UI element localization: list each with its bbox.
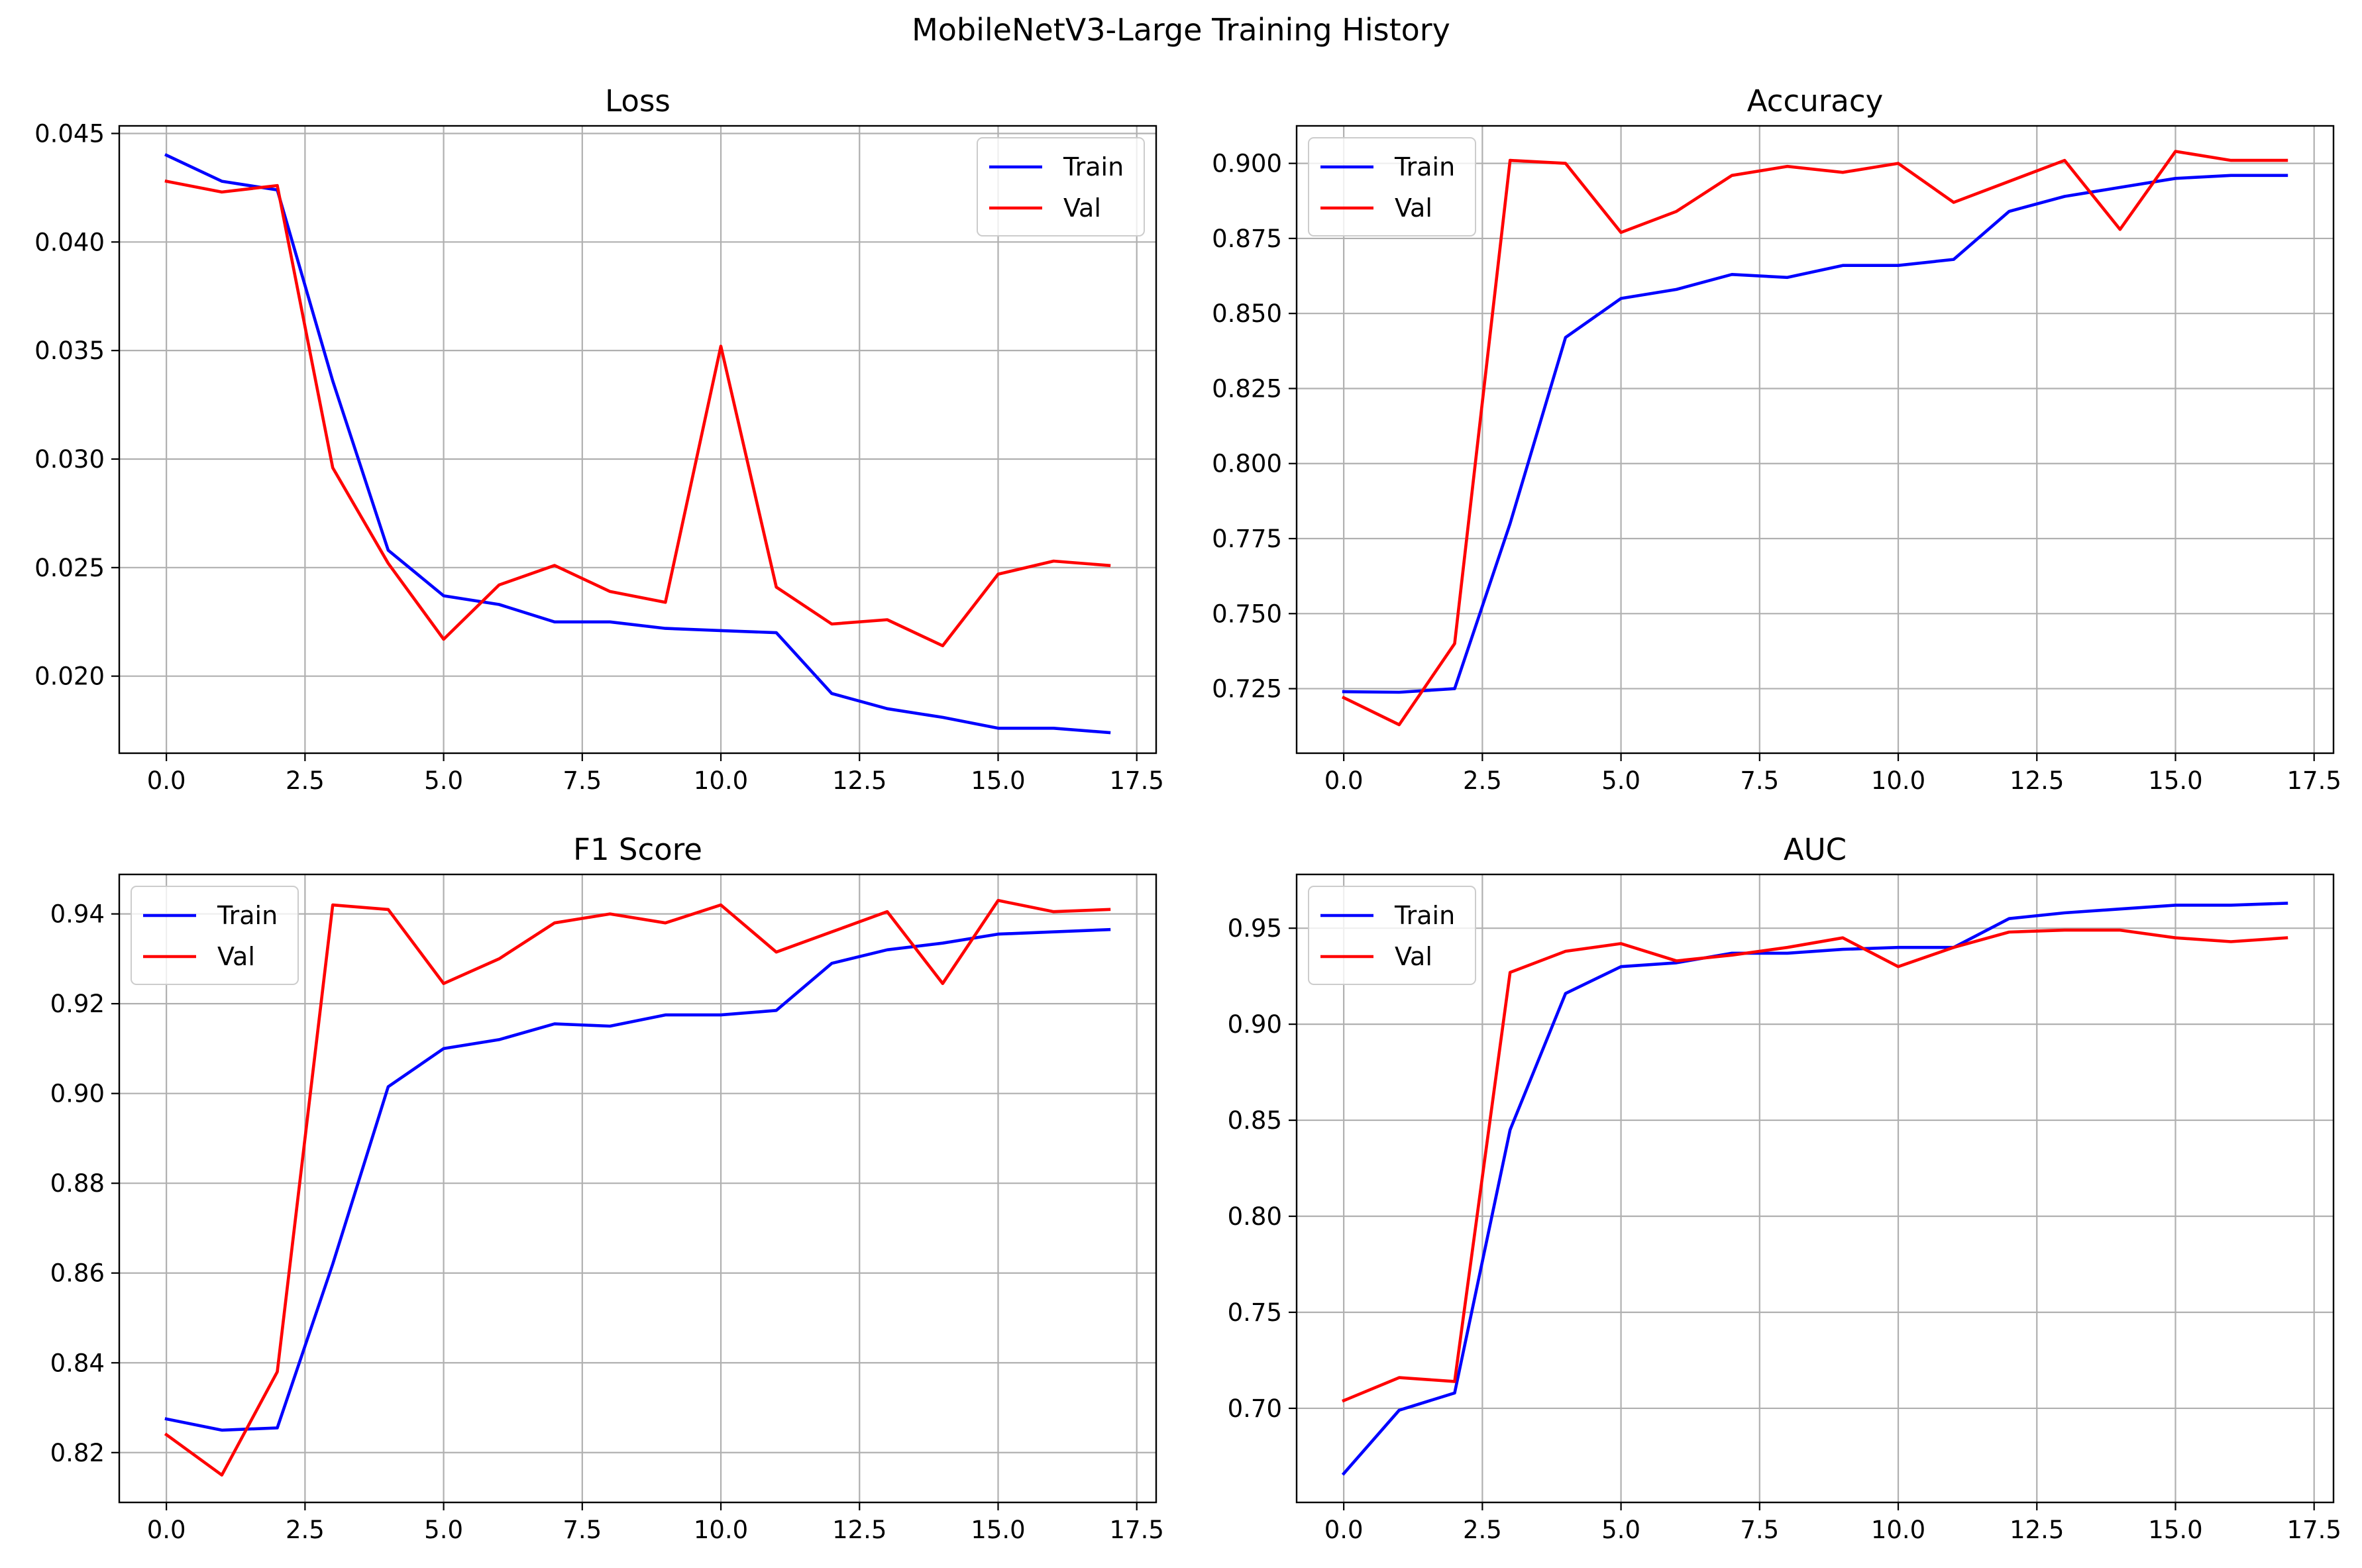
panel-4-title: AUC <box>1784 832 1847 867</box>
panel-4-x-tick-label: 5.0 <box>1601 1516 1640 1544</box>
panel-3-x-tick-label: 7.5 <box>563 1516 602 1544</box>
panel-4-legend-train-label: Train <box>1394 901 1455 930</box>
panel-4-series-val-line <box>1342 928 2288 1403</box>
panel-4-x-tick-label: 7.5 <box>1740 1516 1779 1544</box>
panel-3-x-tick-label: 5.0 <box>424 1516 463 1544</box>
panel-1-y-tick-label: 0.020 <box>34 662 105 691</box>
panel-2-legend <box>1308 137 1476 236</box>
panel-3-series-val-line <box>164 899 1111 1477</box>
panel-3-y-tick-label: 0.94 <box>50 900 105 929</box>
panel-1-legend-train-label: Train <box>1063 152 1124 182</box>
panel-1-x-tick-label: 2.5 <box>286 766 325 795</box>
panel-3-y-tick-label: 0.84 <box>50 1349 105 1377</box>
panel-1-title: Loss <box>605 83 671 119</box>
panel-1-x-tick-label: 7.5 <box>563 766 602 795</box>
panel-2-series-val-line <box>1342 150 2288 727</box>
panel-3-series-train-line <box>164 927 1111 1432</box>
panel-3-y-tick-label: 0.86 <box>50 1259 105 1288</box>
panel-3-y-tick-label: 0.90 <box>50 1080 105 1108</box>
panel-4-series-train-line <box>1341 902 2288 1476</box>
panel-4-x-tick-label: 12.5 <box>2010 1516 2064 1544</box>
panel-1-series-train-line <box>164 153 1111 735</box>
panel-3-x-tick-label: 2.5 <box>286 1516 325 1544</box>
panel-2-x-tick-label: 5.0 <box>1601 766 1640 795</box>
panel-2-x-tick-label: 10.0 <box>1871 766 1925 795</box>
panel-4-legend-val-label: Val <box>1395 942 1432 971</box>
panel-1-axes-frame <box>118 125 1157 755</box>
panel-3-axes-frame <box>118 873 1157 1504</box>
panel-2-y-tick-label: 0.725 <box>1212 675 1282 704</box>
panel-2-x-tick-label: 7.5 <box>1740 766 1779 795</box>
panel-1-x-tick-label: 5.0 <box>424 766 463 795</box>
panel-4-y-tick-label: 0.95 <box>1228 914 1282 943</box>
panel-2-x-tick-label: 0.0 <box>1324 766 1364 795</box>
panel-2-y-tick-label: 0.900 <box>1212 150 1282 178</box>
panel-3-x-tick-label: 12.5 <box>832 1516 886 1544</box>
panel-2-x-tick-label: 15.0 <box>2148 766 2202 795</box>
panel-3-y-tick-label: 0.92 <box>50 990 105 1018</box>
panel-2-x-tick-label: 17.5 <box>2287 766 2341 795</box>
panel-1-x-tick-label: 10.0 <box>694 766 748 795</box>
panel-2-x-tick-label: 2.5 <box>1463 766 1502 795</box>
panel-3-y-tick-label: 0.82 <box>50 1439 105 1467</box>
panel-2-axes-frame <box>1295 125 2335 755</box>
panel-3-x-tick-label: 0.0 <box>147 1516 186 1544</box>
panel-3-title: F1 Score <box>573 832 702 867</box>
panel-4-x-tick-label: 0.0 <box>1324 1516 1364 1544</box>
figure-title: MobileNetV3-Large Training History <box>912 12 1450 48</box>
panel-4-x-tick-label: 2.5 <box>1463 1516 1502 1544</box>
panel-2-series-train-line <box>1342 174 2288 694</box>
panel-1-legend-val-label: Val <box>1063 193 1101 223</box>
panel-4-y-tick-label: 0.70 <box>1228 1394 1282 1423</box>
panel-4-x-tick-label: 10.0 <box>1871 1516 1925 1544</box>
panel-2-legend-train-label: Train <box>1394 152 1455 182</box>
panel-1-y-tick-label: 0.035 <box>34 337 105 365</box>
panel-1-y-tick-label: 0.040 <box>34 228 105 256</box>
panel-2-y-tick-label: 0.775 <box>1212 525 1282 553</box>
panel-2-y-tick-label: 0.800 <box>1212 450 1282 478</box>
panel-1-legend <box>977 137 1145 236</box>
panel-3-legend-train-label: Train <box>217 901 278 930</box>
panel-4-y-tick-label: 0.85 <box>1228 1106 1282 1135</box>
panel-2-title: Accuracy <box>1747 83 1883 119</box>
panel-1-x-tick-label: 17.5 <box>1110 766 1164 795</box>
panel-1-y-tick-label: 0.025 <box>34 554 105 582</box>
panel-4-y-tick-label: 0.75 <box>1228 1298 1282 1327</box>
panel-1-y-tick-label: 0.030 <box>34 445 105 474</box>
panel-2-y-tick-label: 0.875 <box>1212 225 1282 253</box>
panel-4-y-tick-label: 0.90 <box>1228 1010 1282 1039</box>
panel-1-x-tick-label: 0.0 <box>147 766 186 795</box>
panel-3-legend-val-label: Val <box>217 942 255 971</box>
panel-1-x-tick-label: 12.5 <box>832 766 886 795</box>
panel-3-x-tick-label: 17.5 <box>1110 1516 1164 1544</box>
panel-4-x-tick-label: 17.5 <box>2287 1516 2341 1544</box>
panel-1-x-tick-label: 15.0 <box>971 766 1025 795</box>
panel-2-y-tick-label: 0.750 <box>1212 600 1282 628</box>
panel-2-y-tick-label: 0.825 <box>1212 374 1282 403</box>
panel-1-series-val-line <box>164 179 1111 648</box>
panel-4-axes-frame <box>1295 873 2335 1504</box>
panel-2-legend-val-label: Val <box>1395 193 1432 223</box>
panel-4-x-tick-label: 15.0 <box>2148 1516 2202 1544</box>
panel-4-legend <box>1308 886 1476 985</box>
panel-3-y-tick-label: 0.88 <box>50 1169 105 1198</box>
panel-2-x-tick-label: 12.5 <box>2010 766 2064 795</box>
panel-3-legend <box>131 886 299 985</box>
panel-1-y-tick-label: 0.045 <box>34 119 105 148</box>
panel-3-x-tick-label: 10.0 <box>694 1516 748 1544</box>
panel-3-x-tick-label: 15.0 <box>971 1516 1025 1544</box>
panel-4-y-tick-label: 0.80 <box>1228 1202 1282 1231</box>
panel-2-y-tick-label: 0.850 <box>1212 299 1282 328</box>
